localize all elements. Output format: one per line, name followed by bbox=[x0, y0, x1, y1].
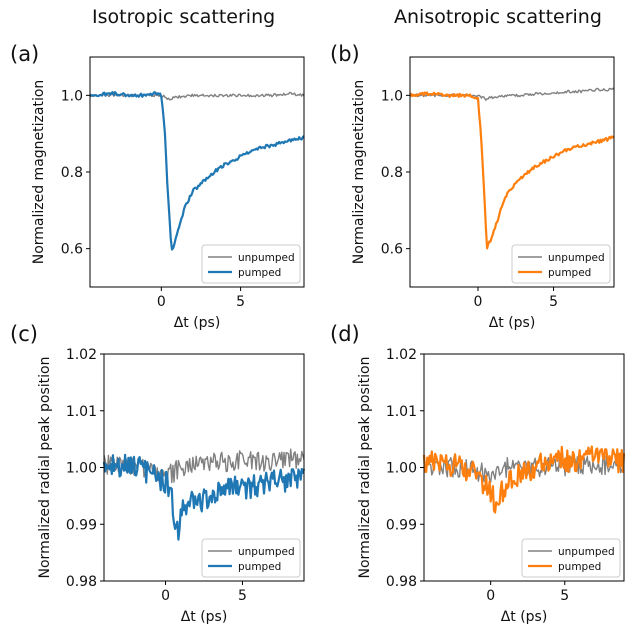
panel-d-xlabel: Δt (ps) bbox=[501, 609, 548, 625]
panel-letter-a: (a) bbox=[10, 42, 40, 66]
panel-a-ytick-label-0: 0.6 bbox=[61, 242, 83, 258]
panel-b-ytick-label-0: 0.6 bbox=[381, 242, 403, 258]
panel-d-legend-label-unpumped: unpumped bbox=[558, 546, 615, 558]
panel-letter-d: (d) bbox=[330, 322, 360, 346]
panel-b-legend-label-pumped: pumped bbox=[548, 267, 591, 279]
panel-a-legend-label-unpumped: unpumped bbox=[238, 252, 295, 264]
panel-a-ylabel: Normalized magnetization bbox=[31, 80, 47, 265]
panel-a-xtick-label-0: 0 bbox=[157, 294, 166, 310]
panel-c-xtick-label-0: 0 bbox=[161, 588, 170, 604]
panel-d-legend-box bbox=[521, 538, 621, 578]
panel-a-ytick-label-2: 1.0 bbox=[61, 88, 83, 104]
panel-d-xtick-label-1: 5 bbox=[560, 588, 569, 604]
panel-d-ytick-label-1: 0.99 bbox=[386, 517, 417, 533]
panel-c-ytick-label-2: 1.00 bbox=[66, 461, 97, 477]
panel-d-xtick-label-0: 0 bbox=[486, 588, 495, 604]
panel-letter-b: (b) bbox=[330, 42, 360, 66]
panel-c-series-pumped bbox=[102, 453, 306, 541]
panel-c-ytick-label-0: 0.98 bbox=[66, 574, 97, 590]
panel-b-legend-label-unpumped: unpumped bbox=[548, 252, 605, 264]
panel-c-ytick-label-4: 1.02 bbox=[66, 347, 97, 363]
panel-b-legend-box bbox=[511, 244, 611, 284]
panel-b-series-pumped bbox=[409, 91, 615, 250]
column-title-right: Anisotropic scattering bbox=[394, 6, 602, 28]
panel-b-xlabel: Δt (ps) bbox=[489, 315, 536, 331]
panel-d-ytick-label-0: 0.98 bbox=[386, 574, 417, 590]
panel-d-ytick-label-2: 1.00 bbox=[386, 461, 417, 477]
panel-b-xtick-label-0: 0 bbox=[474, 294, 483, 310]
panel-d-series-pumped bbox=[422, 445, 626, 514]
panel-a-legend-box bbox=[201, 244, 301, 284]
panel-c-legend-label-pumped: pumped bbox=[238, 561, 281, 573]
panel-c-xlabel: Δt (ps) bbox=[181, 609, 228, 625]
panel-c-xtick-label-1: 5 bbox=[238, 588, 247, 604]
panel-a-xtick-label-1: 5 bbox=[236, 294, 245, 310]
panel-d-legend-label-pumped: pumped bbox=[558, 561, 601, 573]
column-title-left: Isotropic scattering bbox=[92, 6, 276, 28]
panel-a-legend-label-pumped: pumped bbox=[238, 267, 281, 279]
panel-d-ytick-label-3: 1.01 bbox=[386, 404, 417, 420]
panel-b-ytick-label-2: 1.0 bbox=[381, 88, 403, 104]
panel-c-legend-box bbox=[201, 538, 301, 578]
panel-c-ytick-label-3: 1.01 bbox=[66, 404, 97, 420]
panel-d-ytick-label-4: 1.02 bbox=[386, 347, 417, 363]
panel-a-ytick-label-1: 0.8 bbox=[61, 165, 83, 181]
panel-letter-c: (c) bbox=[10, 322, 38, 346]
panel-c-ytick-label-1: 0.99 bbox=[66, 517, 97, 533]
panel-d-ylabel: Normalized radial peak position bbox=[357, 357, 373, 579]
panel-a-series-pumped bbox=[89, 90, 305, 251]
panel-c-legend-label-unpumped: unpumped bbox=[238, 546, 295, 558]
panel-b-ylabel: Normalized magnetization bbox=[351, 80, 367, 265]
panel-b-xtick-label-1: 5 bbox=[549, 294, 558, 310]
panel-b-ytick-label-1: 0.8 bbox=[381, 165, 403, 181]
panel-a-xlabel: Δt (ps) bbox=[174, 315, 221, 331]
panel-c-ylabel: Normalized radial peak position bbox=[37, 357, 53, 579]
